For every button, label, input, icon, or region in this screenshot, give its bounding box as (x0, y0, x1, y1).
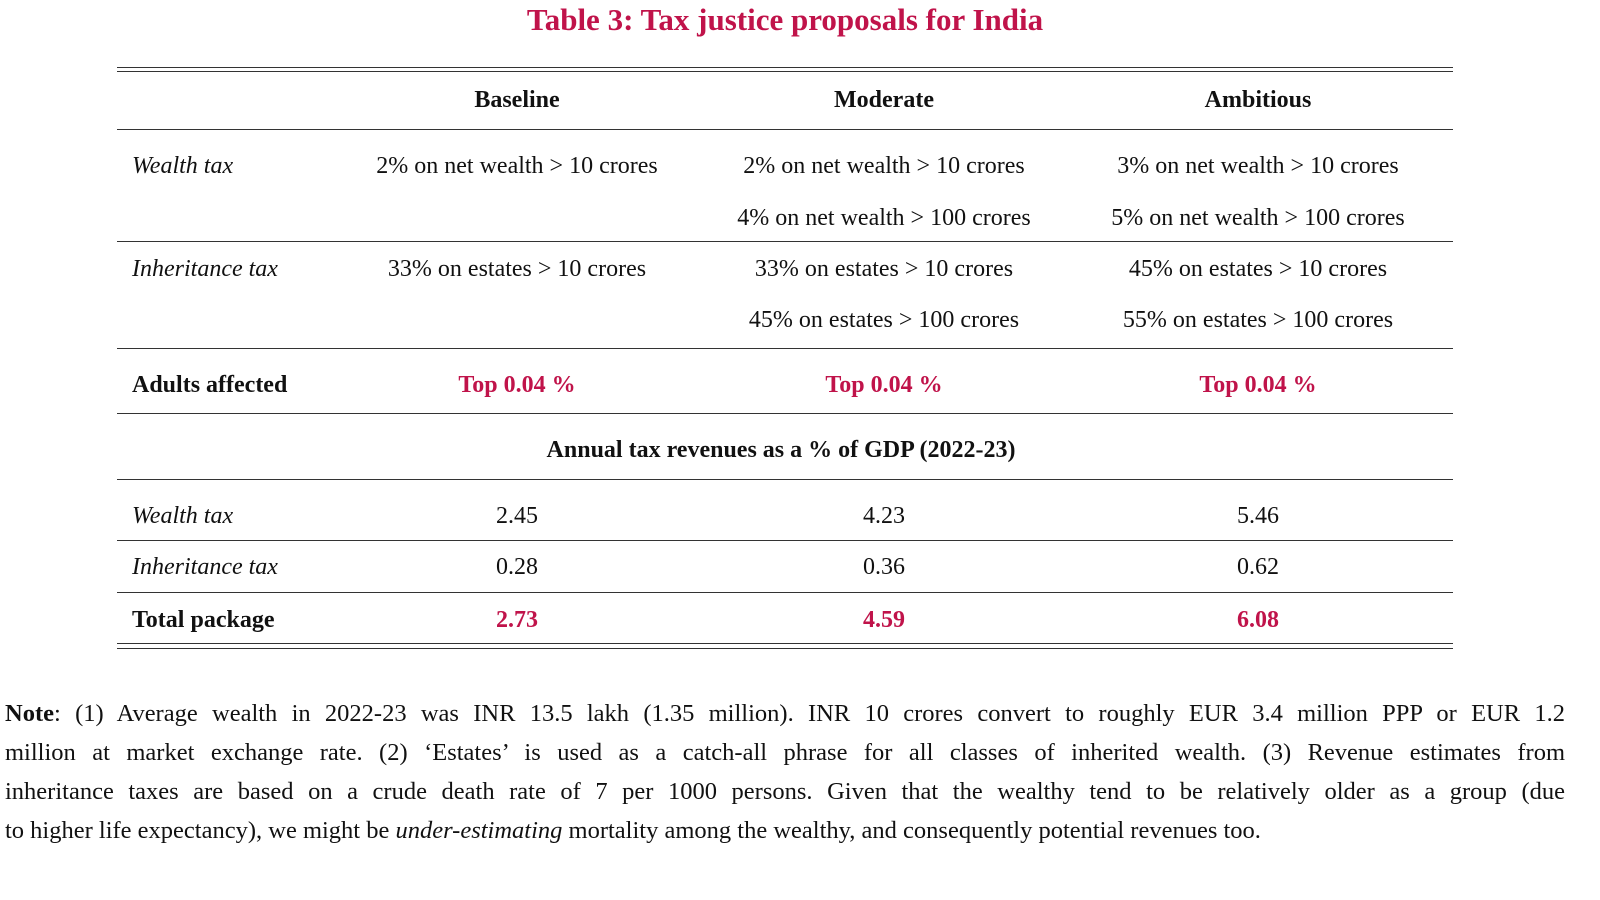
cell: 0.36 (863, 554, 905, 580)
bottom-rule (117, 643, 1453, 644)
rule (117, 592, 1453, 593)
cell: 0.62 (1237, 554, 1279, 580)
rule (117, 540, 1453, 541)
cell: 45% on estates > 100 crores (748, 307, 1020, 333)
cell: 2.45 (496, 503, 538, 529)
note-emphasis: under-estimating (395, 817, 563, 844)
cell: Top 0.04 % (825, 372, 943, 398)
rule (117, 479, 1453, 480)
top-rule (117, 71, 1453, 72)
row-label-wealth-tax-revenue: Wealth tax (132, 503, 234, 529)
note-line: million at market exchange rate. (2) ‘Es… (5, 739, 1565, 766)
note-line: Note: (1) Average wealth in 2022-23 was … (5, 699, 1565, 729)
column-header-moderate: Moderate (834, 87, 934, 113)
top-rule (117, 67, 1453, 68)
row-label-wealth-tax: Wealth tax (132, 153, 234, 179)
cell: 0.28 (496, 554, 538, 580)
cell: 33% on estates > 10 crores (754, 256, 1014, 282)
row-label-adults-affected: Adults affected (132, 372, 288, 398)
cell: 45% on estates > 10 crores (1128, 256, 1388, 282)
cell: Top 0.04 % (458, 372, 576, 398)
rule (117, 129, 1453, 130)
bottom-rule (117, 648, 1453, 649)
cell: 5% on net wealth > 100 crores (1111, 205, 1405, 231)
column-header-baseline: Baseline (474, 87, 560, 113)
cell: 33% on estates > 10 crores (387, 256, 647, 282)
note-text: to higher life expectancy), we might be (5, 817, 396, 844)
note-text: mortality among the wealthy, and consequ… (562, 817, 1261, 844)
table-title: Table 3: Tax justice proposals for India (526, 2, 1044, 37)
cell: 5.46 (1237, 503, 1279, 529)
cell: 2% on net wealth > 10 crores (743, 153, 1025, 179)
cell: 6.08 (1237, 607, 1279, 633)
note-line: inheritance taxes are based on a crude d… (5, 778, 1565, 805)
cell: 3% on net wealth > 10 crores (1117, 153, 1399, 179)
note-line: to higher life expectancy), we might be … (5, 816, 1565, 846)
row-label-total-package: Total package (132, 607, 275, 633)
rule (117, 413, 1453, 414)
note-text: : (1) Average wealth in 2022-23 was INR … (53, 700, 1565, 727)
cell: Top 0.04 % (1199, 372, 1317, 398)
column-header-ambitious: Ambitious (1204, 87, 1312, 113)
rule (117, 241, 1453, 242)
cell: 2.73 (496, 607, 538, 633)
cell: 2% on net wealth > 10 crores (376, 153, 658, 179)
note-label: Note (5, 700, 54, 727)
cell: 4.23 (863, 503, 905, 529)
cell: 4% on net wealth > 100 crores (737, 205, 1031, 231)
cell: 55% on estates > 100 crores (1122, 307, 1394, 333)
section-header: Annual tax revenues as a % of GDP (2022-… (546, 437, 1016, 463)
rule (117, 348, 1453, 349)
row-label-inheritance-tax: Inheritance tax (132, 256, 278, 282)
cell: 4.59 (863, 607, 905, 633)
row-label-inheritance-tax-revenue: Inheritance tax (132, 554, 278, 580)
